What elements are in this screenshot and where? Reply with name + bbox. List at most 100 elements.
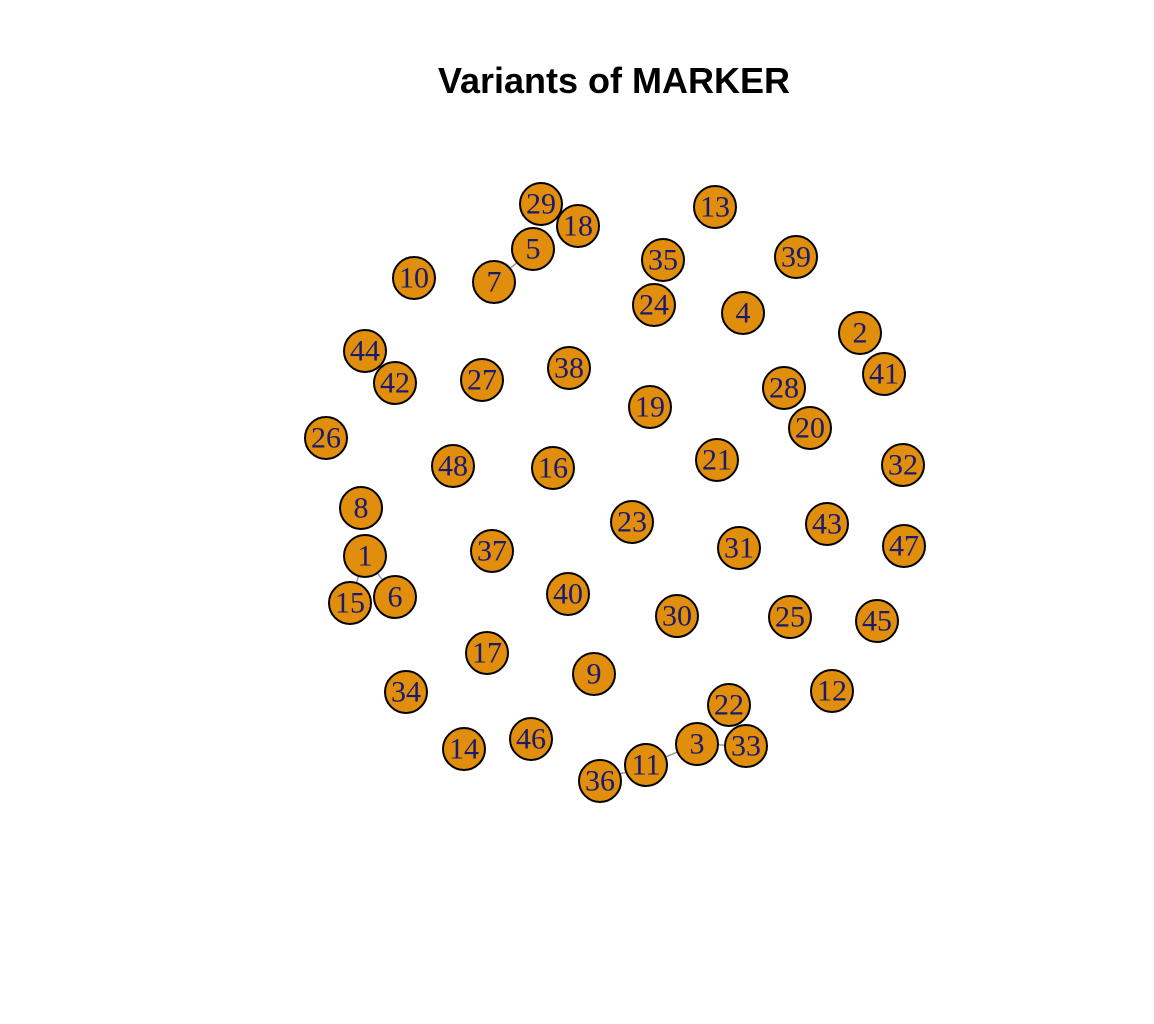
node-label: 6 bbox=[388, 581, 403, 614]
node-20: 20 bbox=[788, 406, 832, 450]
node-33: 33 bbox=[724, 724, 768, 768]
node-label: 36 bbox=[585, 765, 615, 798]
node-label: 41 bbox=[869, 358, 899, 391]
node-9: 9 bbox=[572, 652, 616, 696]
node-16: 16 bbox=[531, 446, 575, 490]
node-43: 43 bbox=[805, 502, 849, 546]
node-circle bbox=[882, 524, 926, 568]
node-circle bbox=[460, 358, 504, 402]
node-11: 11 bbox=[624, 743, 668, 787]
node-circle bbox=[707, 683, 751, 727]
node-label: 2 bbox=[853, 317, 868, 350]
node-circle bbox=[762, 366, 806, 410]
node-label: 9 bbox=[587, 658, 602, 691]
node-label: 46 bbox=[516, 723, 546, 756]
node-21: 21 bbox=[695, 438, 739, 482]
node-40: 40 bbox=[546, 572, 590, 616]
node-48: 48 bbox=[431, 444, 475, 488]
node-22: 22 bbox=[707, 683, 751, 727]
node-label: 5 bbox=[526, 233, 541, 266]
node-label: 18 bbox=[563, 210, 593, 243]
node-label: 47 bbox=[889, 530, 919, 563]
node-circle bbox=[855, 599, 899, 643]
node-36: 36 bbox=[578, 759, 622, 803]
node-circle bbox=[721, 291, 765, 335]
node-label: 20 bbox=[795, 412, 825, 445]
node-3: 3 bbox=[675, 722, 719, 766]
node-label: 10 bbox=[399, 262, 429, 295]
node-circle bbox=[724, 724, 768, 768]
node-44: 44 bbox=[343, 329, 387, 373]
node-label: 12 bbox=[817, 675, 847, 708]
node-circle bbox=[343, 329, 387, 373]
node-17: 17 bbox=[465, 631, 509, 675]
node-label: 4 bbox=[736, 297, 751, 330]
node-circle bbox=[373, 361, 417, 405]
node-circle bbox=[304, 416, 348, 460]
node-label: 27 bbox=[467, 364, 497, 397]
node-circle bbox=[509, 717, 553, 761]
node-label: 7 bbox=[487, 266, 502, 299]
node-14: 14 bbox=[442, 727, 486, 771]
node-label: 21 bbox=[702, 444, 732, 477]
node-circle bbox=[392, 256, 436, 300]
node-18: 18 bbox=[556, 204, 600, 248]
node-label: 16 bbox=[538, 452, 568, 485]
node-label: 19 bbox=[635, 391, 665, 424]
node-label: 38 bbox=[554, 352, 584, 385]
node-42: 42 bbox=[373, 361, 417, 405]
node-circle bbox=[655, 594, 699, 638]
node-circle bbox=[547, 346, 591, 390]
node-circle bbox=[339, 486, 383, 530]
node-circle bbox=[472, 260, 516, 304]
node-circle bbox=[511, 227, 555, 271]
node-label: 1 bbox=[358, 540, 373, 573]
node-circle bbox=[805, 502, 849, 546]
node-circle bbox=[610, 500, 654, 544]
node-46: 46 bbox=[509, 717, 553, 761]
node-47: 47 bbox=[882, 524, 926, 568]
node-label: 40 bbox=[553, 578, 583, 611]
node-8: 8 bbox=[339, 486, 383, 530]
node-label: 23 bbox=[617, 506, 647, 539]
node-label: 42 bbox=[380, 367, 410, 400]
node-circle bbox=[373, 575, 417, 619]
node-label: 29 bbox=[526, 188, 556, 221]
node-37: 37 bbox=[470, 529, 514, 573]
node-38: 38 bbox=[547, 346, 591, 390]
node-circle bbox=[810, 669, 854, 713]
node-39: 39 bbox=[774, 235, 818, 279]
node-2: 2 bbox=[838, 311, 882, 355]
node-circle bbox=[788, 406, 832, 450]
node-circle bbox=[693, 185, 737, 229]
node-circle bbox=[384, 670, 428, 714]
node-label: 11 bbox=[632, 749, 661, 782]
node-circle bbox=[881, 443, 925, 487]
node-label: 33 bbox=[731, 730, 761, 763]
node-label: 15 bbox=[335, 587, 365, 620]
node-label: 13 bbox=[700, 191, 730, 224]
node-6: 6 bbox=[373, 575, 417, 619]
node-label: 31 bbox=[724, 532, 754, 565]
node-25: 25 bbox=[768, 595, 812, 639]
node-10: 10 bbox=[392, 256, 436, 300]
node-label: 39 bbox=[781, 241, 811, 274]
node-41: 41 bbox=[862, 352, 906, 396]
node-31: 31 bbox=[717, 526, 761, 570]
node-27: 27 bbox=[460, 358, 504, 402]
node-13: 13 bbox=[693, 185, 737, 229]
node-label: 3 bbox=[690, 728, 705, 761]
node-circle bbox=[838, 311, 882, 355]
node-26: 26 bbox=[304, 416, 348, 460]
node-circle bbox=[465, 631, 509, 675]
node-circle bbox=[343, 534, 387, 578]
node-1: 1 bbox=[343, 534, 387, 578]
node-circle bbox=[578, 759, 622, 803]
node-label: 35 bbox=[648, 244, 678, 277]
node-28: 28 bbox=[762, 366, 806, 410]
plot-title: Variants of MARKER bbox=[438, 60, 790, 101]
node-circle bbox=[862, 352, 906, 396]
node-24: 24 bbox=[632, 283, 676, 327]
node-circle bbox=[519, 182, 563, 226]
node-label: 8 bbox=[354, 492, 369, 525]
